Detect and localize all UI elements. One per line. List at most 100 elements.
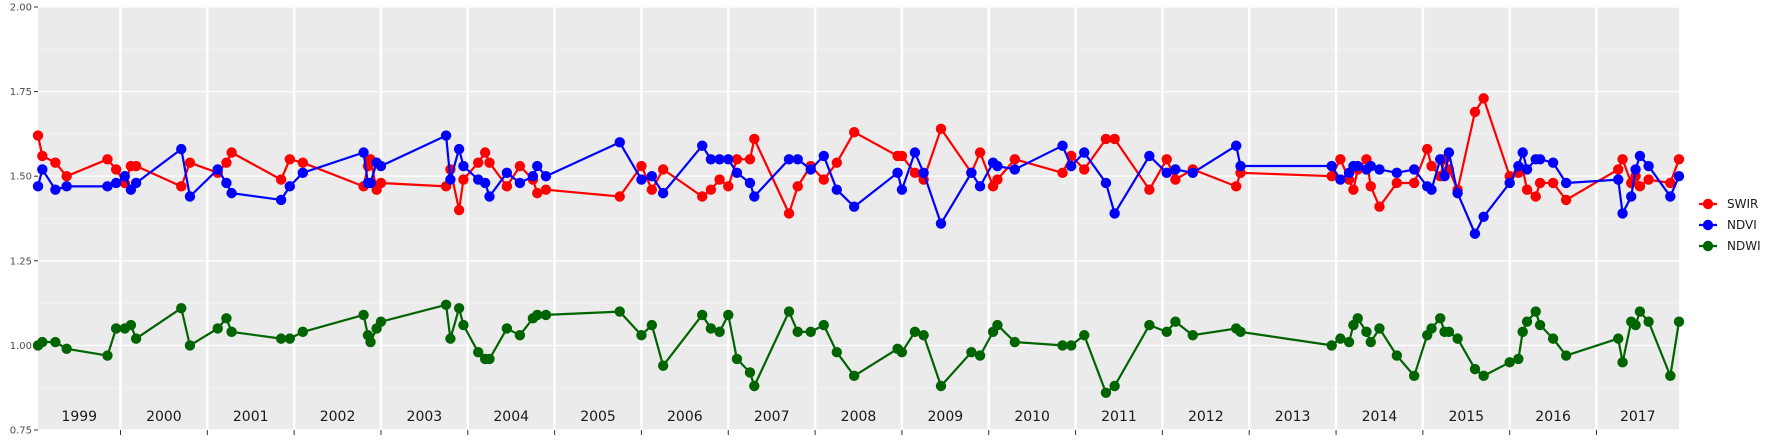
data-point-ndwi	[1079, 330, 1090, 341]
data-point-swir	[102, 154, 113, 165]
data-point-ndvi	[1352, 160, 1363, 172]
data-point-ndvi	[226, 187, 237, 199]
data-point-swir	[1170, 174, 1181, 185]
year-dividers	[119, 7, 1598, 430]
data-point-ndwi	[749, 380, 760, 392]
data-point-ndvi	[1478, 211, 1489, 223]
data-point-ndvi	[110, 177, 122, 189]
data-point-ndvi	[831, 184, 842, 195]
data-point-ndwi	[744, 367, 756, 378]
data-point-ndvi	[1513, 160, 1524, 172]
data-point-ndvi	[783, 154, 795, 165]
data-point-ndwi	[110, 323, 122, 334]
data-point-ndvi	[221, 177, 232, 189]
data-point-ndwi	[440, 299, 452, 310]
data-point-ndwi	[1187, 330, 1198, 341]
year-label: 2001	[233, 409, 269, 425]
y-tick-label: 2.00	[10, 3, 32, 14]
data-point-ndvi	[32, 181, 44, 192]
year-label: 2017	[1620, 409, 1656, 425]
data-point-ndvi	[1170, 164, 1181, 175]
data-point-swir	[479, 147, 491, 158]
data-point-swir	[532, 187, 543, 199]
data-point-ndwi	[37, 336, 48, 348]
data-point-swir	[1469, 106, 1481, 118]
data-point-swir	[226, 147, 237, 158]
year-label: 2000	[146, 409, 182, 425]
data-point-ndwi	[453, 302, 465, 314]
year-label: 2014	[1362, 409, 1398, 425]
year-label: 2011	[1101, 409, 1137, 425]
series-line-swir	[36, 97, 1681, 215]
data-point-ndvi	[1009, 164, 1020, 175]
data-point-ndvi	[697, 140, 708, 151]
data-point-ndvi	[1235, 160, 1246, 172]
data-point-ndwi	[731, 353, 743, 365]
year-label: 2012	[1188, 409, 1224, 425]
data-point-ndwi	[1452, 333, 1463, 344]
data-point-swir	[1335, 154, 1346, 165]
data-point-swir	[176, 181, 187, 192]
data-point-ndvi	[119, 171, 131, 182]
legend: SWIR NDVI NDWI	[1699, 197, 1761, 253]
data-point-swir	[458, 174, 469, 185]
data-point-swir	[744, 154, 756, 165]
data-point-swir	[909, 167, 921, 179]
data-point-ndwi	[540, 309, 552, 321]
data-point-ndwi	[1335, 333, 1346, 344]
data-point-ndvi	[896, 184, 908, 195]
y-tick-label: 0.75	[10, 426, 32, 437]
data-point-ndwi	[1161, 326, 1172, 338]
data-point-swir	[974, 147, 986, 158]
data-point-swir	[636, 160, 647, 172]
year-label: 2010	[1014, 409, 1050, 425]
data-point-ndvi	[532, 160, 543, 172]
data-point-ndvi	[1643, 160, 1654, 172]
data-point-swir	[1348, 184, 1359, 195]
data-point-ndvi	[1079, 147, 1090, 158]
year-labels: 1999 2000 2001 2002 2003 2004 2005 2006 2007 2008…	[61, 409, 1655, 425]
data-point-ndwi	[1521, 316, 1533, 327]
data-point-ndvi	[176, 143, 187, 155]
year-label: 2006	[667, 409, 703, 425]
data-point-swir	[375, 177, 387, 189]
data-point-ndvi	[458, 160, 469, 172]
data-point-ndvi	[909, 147, 921, 158]
data-point-ndvi	[614, 137, 625, 148]
data-point-ndvi	[1673, 171, 1685, 182]
data-point-ndwi	[1365, 336, 1376, 348]
data-point-ndvi	[974, 181, 986, 192]
data-point-ndwi	[221, 313, 232, 324]
data-point-ndvi	[102, 181, 113, 192]
data-point-ndwi	[1057, 340, 1068, 351]
data-point-swir	[783, 208, 795, 219]
data-point-ndvi	[1517, 147, 1528, 158]
data-point-ndwi	[1109, 380, 1120, 392]
data-point-ndwi	[657, 360, 669, 371]
data-point-ndwi	[358, 309, 369, 321]
year-label: 2015	[1448, 409, 1484, 425]
data-point-ndwi	[697, 309, 708, 321]
year-label: 2004	[493, 409, 529, 425]
data-point-ndwi	[831, 346, 842, 358]
data-point-ndvi	[1066, 160, 1077, 172]
data-point-ndvi	[918, 167, 929, 179]
data-point-swir	[484, 157, 495, 168]
data-point-swir	[723, 181, 734, 192]
data-point-ndvi	[966, 167, 977, 179]
y-axis: 0.75 1.00 1.25 1.50 1.75 2.00	[10, 3, 38, 437]
series-line-ndwi	[37, 303, 1681, 394]
data-point-ndvi	[1057, 140, 1068, 151]
data-point-swir	[110, 164, 122, 175]
series-ndvi	[32, 130, 1685, 239]
data-point-ndvi	[375, 160, 387, 172]
data-point-ndwi	[614, 306, 625, 317]
data-point-ndwi	[848, 370, 860, 382]
data-point-ndvi	[792, 154, 803, 165]
data-point-ndwi	[176, 302, 187, 314]
data-point-ndvi	[1452, 187, 1463, 199]
data-point-ndvi	[646, 171, 658, 182]
data-point-ndwi	[1326, 340, 1337, 351]
data-point-ndvi	[453, 143, 465, 155]
data-point-swir	[1326, 171, 1337, 182]
